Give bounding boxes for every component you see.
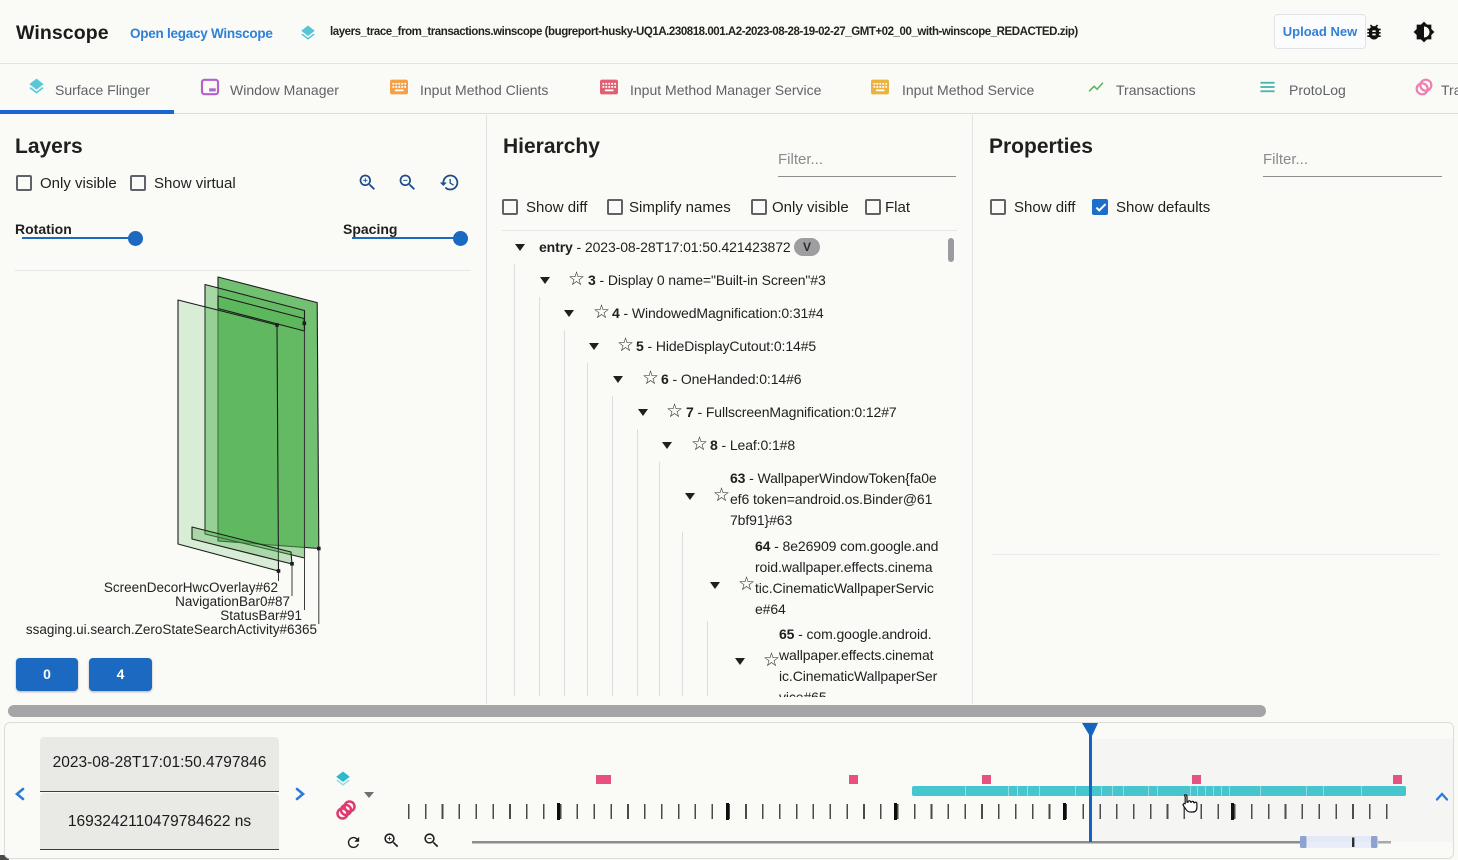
svg-text:StatusBar#91: StatusBar#91 — [220, 608, 302, 623]
svg-text:ssaging.ui.search.ZeroStateSea: ssaging.ui.search.ZeroStateSearchActivit… — [26, 622, 317, 637]
svg-text:ScreenDecorHwcOverlay#62: ScreenDecorHwcOverlay#62 — [104, 580, 278, 595]
svg-text:NavigationBar0#87: NavigationBar0#87 — [175, 594, 290, 609]
